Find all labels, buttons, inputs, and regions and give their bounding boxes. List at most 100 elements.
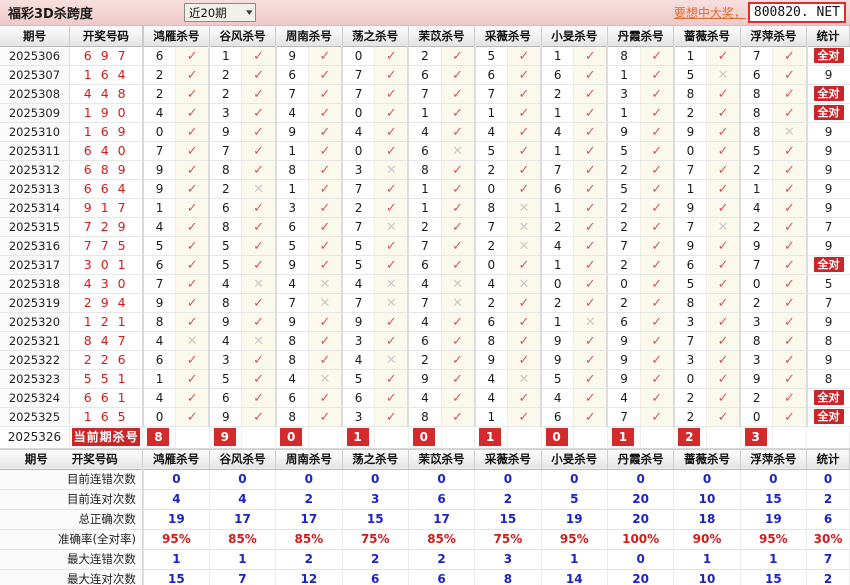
cell-kill-number: 9 <box>607 331 641 351</box>
cell-kill-number: 7 <box>408 236 442 256</box>
cross-icon: ✕ <box>253 276 264 292</box>
cell-kill-number: 4 <box>474 122 508 142</box>
cell-stat: 全对 <box>806 388 850 408</box>
kill-number-table: 期号 开奖号码 鸿雁杀号 谷风杀号 周南杀号 荡之杀号 茉苡杀号 采薇杀号 小旻… <box>0 26 850 449</box>
stats-col-expert-1: 谷风杀号 <box>209 448 277 470</box>
check-icon: ✓ <box>385 143 397 159</box>
stats-value: 1 <box>673 549 741 570</box>
cell-result-mark: ✓ <box>308 217 343 237</box>
cell-kill-number: 7 <box>209 141 243 161</box>
stats-value: 15 <box>740 489 808 510</box>
cell-result-mark: ✓ <box>374 179 410 199</box>
cell-issue: 2025313 <box>0 179 70 199</box>
prediction-value-cell: 1 <box>342 426 376 449</box>
cell-kill-number: 9 <box>142 160 177 180</box>
cell-kill-number: 1 <box>673 179 707 199</box>
cell-result-mark: ✓ <box>175 312 211 332</box>
stats-value: 17 <box>275 509 343 530</box>
period-select[interactable]: 近20期 ▾ <box>184 3 256 22</box>
cell-kill-number: 1 <box>673 46 707 66</box>
cell-kill-number: 5 <box>474 141 508 161</box>
cell-result-mark: ✓ <box>175 179 211 199</box>
cell-result-mark: ✓ <box>308 141 343 161</box>
cell-result-mark: ✓ <box>308 122 343 142</box>
cell-kill-number: 9 <box>607 369 641 389</box>
cell-kill-number: 9 <box>275 46 309 66</box>
cell-result-mark: ✓ <box>772 236 808 256</box>
cell-kill-number: 7 <box>275 293 309 313</box>
cell-issue: 2025307 <box>0 65 70 85</box>
cross-icon: ✕ <box>385 276 397 292</box>
cell-kill-number: 2 <box>740 160 774 180</box>
cell-result-mark: ✕ <box>706 65 742 85</box>
prediction-number: 3 <box>744 428 767 446</box>
cell-result-mark: ✓ <box>640 198 675 218</box>
table-row: 2025324 6 6 1 4 ✓ 6 ✓ 6 ✓ 6 ✓ 4 ✓ 4 ✓ 4 ✓ 4 ✓ 2 ✓ 2 ✓ 全对 <box>0 388 850 408</box>
cell-stat: 9 <box>806 65 850 85</box>
cell-kill-number: 7 <box>275 84 309 104</box>
cell-result-mark: ✓ <box>507 255 543 275</box>
cell-kill-number: 5 <box>740 141 774 161</box>
stats-value: 95% <box>142 529 210 550</box>
cell-result-mark: ✓ <box>706 236 742 256</box>
cell-draw-numbers: 4 4 8 <box>69 84 144 104</box>
cell-stat: 全对 <box>806 255 850 275</box>
stats-value: 3 <box>342 489 409 510</box>
stats-col-expert-9: 浮萍杀号 <box>740 448 808 470</box>
cell-result-mark: ✓ <box>241 388 277 408</box>
check-icon: ✓ <box>385 48 397 64</box>
cell-kill-number: 3 <box>275 198 309 218</box>
cell-kill-number: 2 <box>740 217 774 237</box>
cell-result-mark: ✓ <box>241 217 277 237</box>
stats-value: 0 <box>209 469 277 490</box>
check-icon: ✓ <box>584 409 596 425</box>
check-icon: ✓ <box>717 105 729 121</box>
stats-value: 14 <box>541 569 608 585</box>
cell-result-mark: ✓ <box>640 236 675 256</box>
stats-value: 100% <box>607 529 675 550</box>
promo-banner[interactable]: 要想中大奖， 800820. NET <box>674 2 846 23</box>
cell-kill-number: 1 <box>607 65 641 85</box>
cross-icon: ✕ <box>253 181 264 197</box>
cell-result-mark: ✓ <box>640 46 675 66</box>
cell-result-mark: ✓ <box>241 293 277 313</box>
cell-result-mark: ✕ <box>441 293 476 313</box>
cell-kill-number: 7 <box>740 255 774 275</box>
cell-kill-number: 9 <box>673 198 707 218</box>
cell-kill-number: 4 <box>142 388 177 408</box>
cell-result-mark: ✓ <box>772 46 808 66</box>
check-icon: ✓ <box>186 162 198 178</box>
check-icon: ✓ <box>783 371 795 387</box>
cell-kill-number: 0 <box>342 141 376 161</box>
check-icon: ✓ <box>717 314 729 330</box>
check-icon: ✓ <box>783 314 795 330</box>
page-title: 福彩3D杀跨度 <box>8 7 93 22</box>
check-icon: ✓ <box>319 219 331 235</box>
cell-result-mark: ✕ <box>308 293 343 313</box>
stats-value: 95% <box>740 529 808 550</box>
cell-result-mark: ✓ <box>175 274 211 294</box>
cell-result-mark: ✓ <box>573 46 609 66</box>
cell-kill-number: 2 <box>408 217 442 237</box>
cell-kill-number: 4 <box>342 122 376 142</box>
cross-icon: ✕ <box>385 352 397 368</box>
cell-result-mark: ✕ <box>175 331 211 351</box>
check-icon: ✓ <box>253 352 264 368</box>
cell-result-mark: ✓ <box>241 65 277 85</box>
check-icon: ✓ <box>584 352 596 368</box>
check-icon: ✓ <box>385 314 397 330</box>
stats-value: 15 <box>142 569 210 585</box>
cell-kill-number: 2 <box>607 217 641 237</box>
cell-kill-number: 2 <box>607 198 641 218</box>
check-icon: ✓ <box>253 371 264 387</box>
cell-kill-number: 8 <box>474 198 508 218</box>
cell-result-mark: ✓ <box>175 255 211 275</box>
cell-kill-number: 2 <box>142 65 177 85</box>
check-icon: ✓ <box>651 352 663 368</box>
cell-kill-number: 4 <box>474 369 508 389</box>
cell-stat: 9 <box>806 198 850 218</box>
cell-kill-number: 5 <box>607 141 641 161</box>
cell-result-mark: ✓ <box>441 46 476 66</box>
cell-result-mark: ✓ <box>706 122 742 142</box>
cell-result-mark: ✕ <box>507 236 543 256</box>
